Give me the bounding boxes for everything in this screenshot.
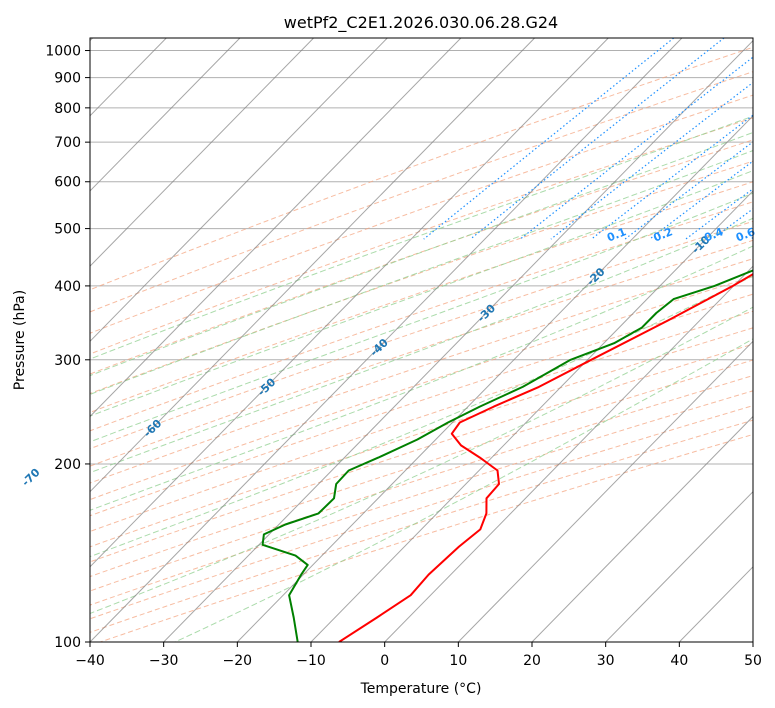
y-tick-label: 300 bbox=[54, 353, 81, 369]
moist-adiabat-line bbox=[90, 217, 753, 474]
isotherm-line bbox=[90, 38, 462, 418]
y-tick-label: 700 bbox=[54, 135, 81, 151]
dry-adiabat-line bbox=[90, 293, 753, 517]
x-tick-label: 20 bbox=[523, 653, 541, 669]
x-tick-label: 40 bbox=[670, 653, 688, 669]
x-tick-label: −20 bbox=[223, 653, 253, 669]
x-tick-label: 30 bbox=[597, 653, 615, 669]
moist-adiabat-line bbox=[90, 131, 753, 377]
dry-adiabat-line bbox=[90, 71, 753, 313]
dry-adiabat-line bbox=[90, 390, 753, 606]
x-tick-label: −40 bbox=[75, 653, 105, 669]
isotherm-line bbox=[90, 38, 388, 343]
chart-title: wetPf2_C2E1.2026.030.06.28.G24 bbox=[284, 13, 558, 33]
x-axis-title: Temperature (°C) bbox=[360, 681, 482, 697]
isotherm-line bbox=[90, 38, 314, 267]
isotherm-line bbox=[457, 340, 753, 642]
isotherm-line bbox=[605, 490, 753, 642]
background-lines bbox=[90, 38, 753, 642]
isotherm-line bbox=[90, 38, 535, 493]
dry-adiabat-line bbox=[90, 160, 753, 395]
dry-adiabat-line bbox=[90, 310, 753, 532]
x-tick-label: 50 bbox=[744, 653, 762, 669]
profile-lines bbox=[261, 269, 753, 642]
dry-adiabat-line bbox=[90, 46, 753, 291]
isotherm-line bbox=[90, 38, 609, 568]
moist-adiabat-line bbox=[90, 170, 753, 417]
isotherm-line bbox=[531, 415, 753, 642]
dry-adiabat-line bbox=[90, 181, 753, 413]
isotherm-line bbox=[236, 115, 753, 642]
mixing-ratio-line bbox=[624, 141, 753, 240]
dry-adiabat-line bbox=[90, 359, 753, 578]
y-tick-label: 1000 bbox=[45, 44, 81, 60]
y-tick-label: 600 bbox=[54, 175, 81, 191]
moist-adiabat-line bbox=[90, 306, 753, 615]
x-tick-label: −10 bbox=[296, 653, 326, 669]
mixing-ratio-line bbox=[519, 56, 753, 240]
y-axis-title: Pressure (hPa) bbox=[12, 290, 28, 390]
isotherm-line bbox=[384, 265, 753, 642]
mixing-ratio-line bbox=[470, 38, 725, 240]
profile-line-1 bbox=[338, 272, 753, 642]
isotherm-line bbox=[90, 38, 683, 642]
y-tick-label: 100 bbox=[54, 635, 81, 651]
dry-adiabat-line bbox=[90, 343, 753, 563]
y-axis-ticks: 100 200 300 400 500 600 700 800 900 1000 bbox=[45, 44, 90, 651]
plot-frame bbox=[89, 37, 754, 643]
moist-adiabat-line bbox=[90, 275, 753, 558]
y-tick-label: 500 bbox=[54, 222, 81, 238]
dry-adiabat-line bbox=[90, 327, 753, 548]
moist-adiabat-line bbox=[174, 338, 753, 642]
y-tick-label: 800 bbox=[54, 101, 81, 117]
isotherm-line bbox=[310, 190, 753, 642]
y-tick-label: 400 bbox=[54, 279, 81, 295]
x-axis-ticks: −40 −30 −20 −10 0 10 20 30 40 50 bbox=[75, 642, 762, 669]
y-tick-label: 200 bbox=[54, 457, 81, 473]
x-tick-label: 10 bbox=[449, 653, 467, 669]
mixing-ratio-line bbox=[550, 81, 753, 240]
x-tick-label: 0 bbox=[380, 653, 389, 669]
y-tick-label: 900 bbox=[54, 71, 81, 87]
x-tick-label: −30 bbox=[149, 653, 179, 669]
dry-adiabat-line bbox=[90, 276, 753, 501]
dry-adiabat-line bbox=[90, 375, 753, 592]
line-labels: -100-90-80-70-60-50-40-30-20-100.10.20.4… bbox=[19, 225, 757, 489]
isotherm-line bbox=[90, 38, 241, 192]
mixing-ratio-line bbox=[685, 188, 753, 240]
moist-adiabat-line bbox=[90, 192, 753, 443]
profile-line-2 bbox=[261, 269, 753, 642]
